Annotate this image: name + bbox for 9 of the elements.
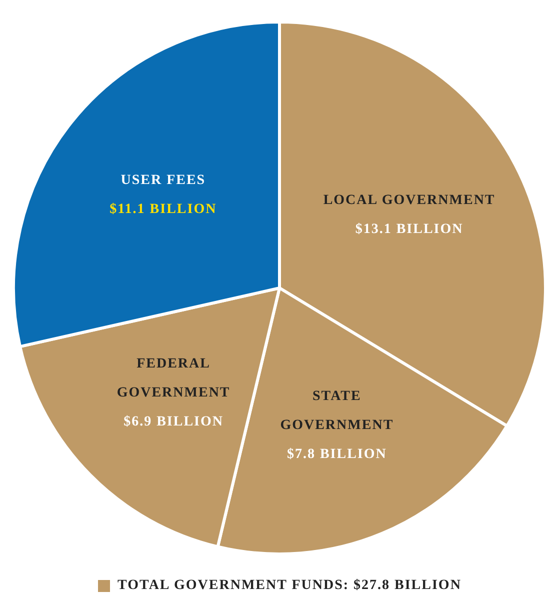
slice-label: USER FEES bbox=[120, 173, 206, 188]
text: TOTAL GOVERNMENT FUNDS: $27.8 BILLION bbox=[118, 578, 462, 594]
data-label: $6.9 BILLION bbox=[124, 414, 224, 430]
data-label: $13.1 BILLION bbox=[355, 222, 464, 238]
data-label: $11.1 BILLION bbox=[110, 202, 217, 218]
slice-label: STATE GOVERNMENT bbox=[280, 389, 394, 434]
data-label: $7.8 BILLION bbox=[286, 447, 387, 462]
slice-label: LOCAL GOVERNMENT bbox=[323, 193, 496, 208]
slice-label: FEDERAL GOVERNMENT bbox=[116, 356, 230, 400]
